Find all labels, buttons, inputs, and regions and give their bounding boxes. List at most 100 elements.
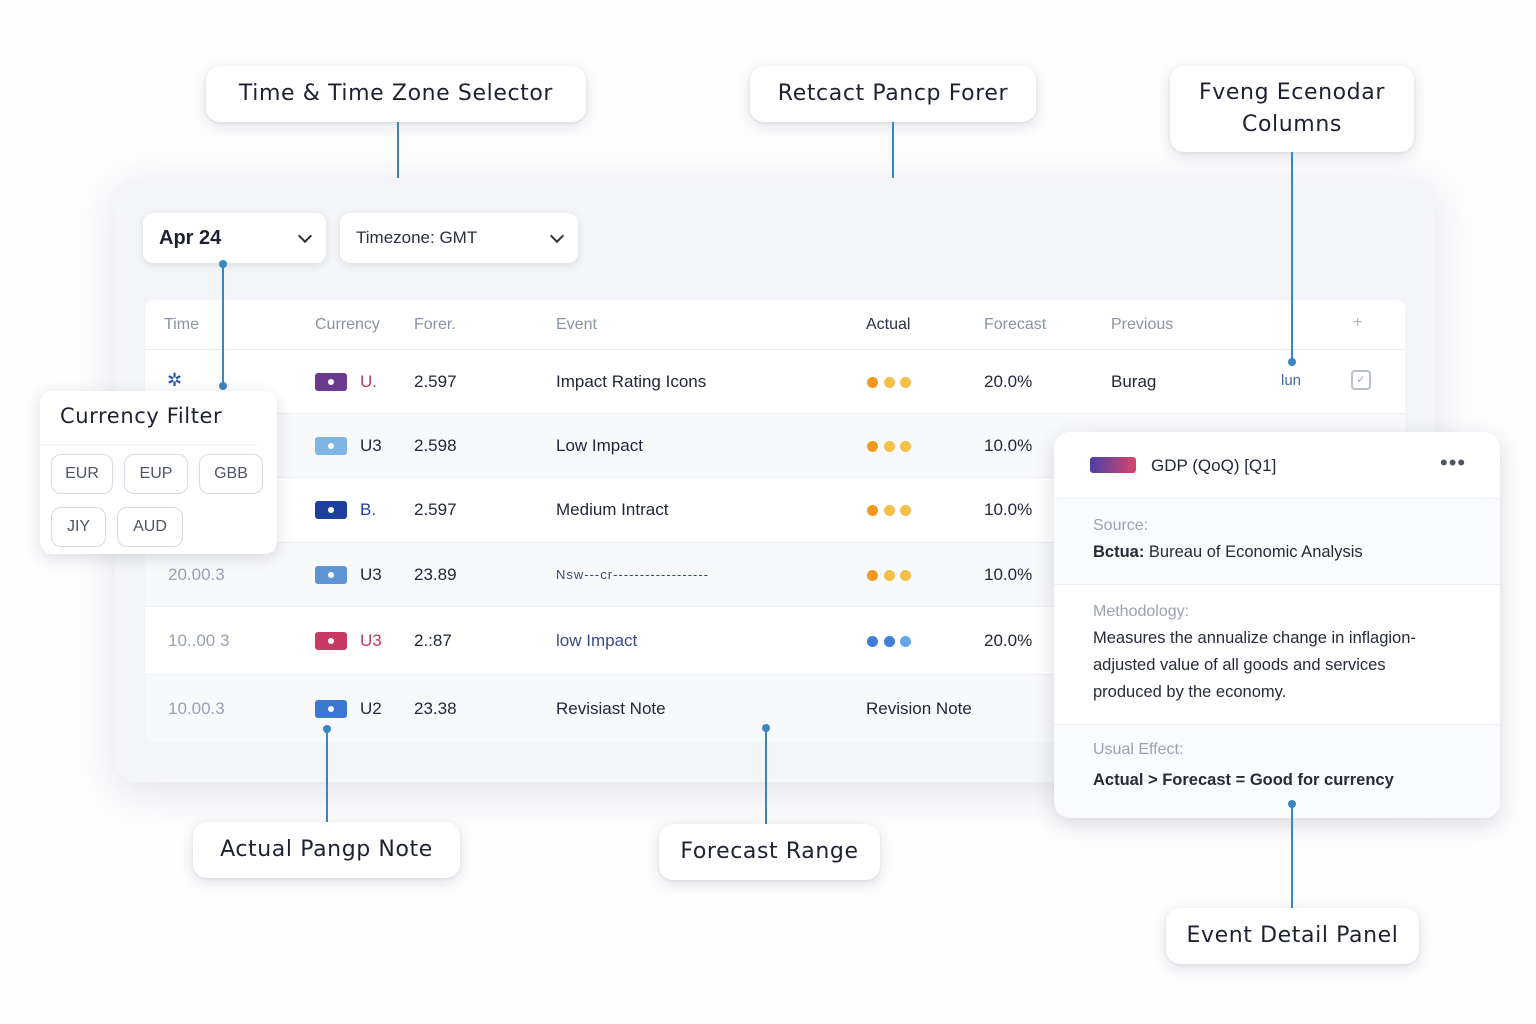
connector-line: [222, 264, 224, 386]
impact-dot: [900, 441, 911, 452]
connector-line: [765, 728, 767, 826]
methodology-label: Methodology:: [1093, 603, 1190, 620]
detail-methodology-section: Methodology: Measures the annualize chan…: [1054, 584, 1500, 724]
currency-chip-aud[interactable]: AUD: [117, 507, 183, 547]
forecast-cell: 10.0%: [984, 565, 1033, 584]
table-header: Time Currency Forer. Event Actual Foreca…: [145, 300, 1405, 350]
currency-filter-panel: Currency Filter EUR EUP GBB JIY AUD: [40, 391, 277, 554]
event-name[interactable]: Medium Intract: [556, 500, 669, 519]
event-detail-panel: GDP (QoQ) [Q1] ••• Source: Bctua: Bureau…: [1054, 432, 1500, 818]
impact-dot: [900, 636, 911, 647]
currency-chip-eur[interactable]: EUR: [51, 454, 113, 494]
impact-dot: [884, 441, 895, 452]
currency-chip-gbb[interactable]: GBB: [199, 454, 263, 494]
methodology-line: Measures the annualize change in inflagi…: [1093, 629, 1416, 647]
callout-actual-pangp-note: Actual Pangp Note: [193, 822, 460, 878]
impact-dot: [900, 505, 911, 516]
impact-dot: [884, 377, 895, 388]
connector-line: [1291, 804, 1293, 910]
impact-dot: [884, 570, 895, 581]
impact-dot: [900, 377, 911, 388]
header-forecast[interactable]: Forecast: [984, 316, 1047, 333]
time-cell: 10..00 3: [168, 631, 230, 650]
date-selector[interactable]: Apr 24: [143, 213, 326, 263]
currency-code: U.: [360, 372, 377, 391]
currency-chip-eup[interactable]: EUP: [124, 454, 188, 494]
impact-dot: [884, 505, 895, 516]
header-currency[interactable]: Currency: [315, 316, 380, 333]
currency-chip-jiy[interactable]: JIY: [51, 507, 106, 547]
connector-line: [326, 729, 328, 824]
header-previous[interactable]: Previous: [1111, 316, 1174, 333]
usual-effect-value: Actual > Forecast = Good for currency: [1093, 771, 1394, 789]
detail-usual-effect-section: Usual Effect: Actual > Forecast = Good f…: [1054, 724, 1500, 818]
timezone-selector-value: Timezone: GMT: [356, 228, 478, 247]
event-name[interactable]: Low Impact: [556, 436, 643, 455]
methodology-line: produced by the economy.: [1093, 683, 1287, 701]
detail-source-section: Source: Bctua: Bureau of Economic Analys…: [1054, 498, 1500, 584]
extra-cell: lun: [1281, 372, 1302, 389]
usual-effect-label: Usual Effect:: [1093, 741, 1184, 758]
impact-dot: [867, 570, 878, 581]
currency-filter-title: Currency Filter: [60, 404, 223, 428]
value-cell: 2.:87: [414, 631, 452, 650]
impact-dot: [884, 636, 895, 647]
callout-forecast-range: Forecast Range: [659, 824, 880, 880]
event-name[interactable]: Impact Rating Icons: [556, 372, 707, 391]
connector-dot: [219, 382, 227, 390]
forecast-cell: 10.0%: [984, 436, 1033, 455]
currency-code: B.: [360, 500, 377, 519]
table-row[interactable]: 10..00 3 U3 2.:87 low Impact 20.0%: [145, 607, 1405, 675]
forecast-cell: 10.0%: [984, 500, 1033, 519]
callout-line: Fveng Ecenodar: [1199, 80, 1385, 105]
impact-dot: [867, 505, 878, 516]
value-cell: 23.38: [414, 699, 457, 718]
time-cell: 10.00.3: [168, 699, 225, 718]
currency-flag-icon: [315, 373, 347, 391]
impact-dot: [900, 570, 911, 581]
add-column-icon[interactable]: +: [1353, 314, 1363, 331]
currency-flag-icon: [315, 437, 347, 455]
time-cell: 20.00.3: [168, 565, 225, 584]
chevron-down-icon: [297, 228, 313, 243]
source-value: Bctua: Bureau of Economic Analysis: [1093, 539, 1363, 566]
currency-code: U3: [360, 565, 382, 584]
previous-cell: Burag: [1111, 372, 1157, 391]
value-cell: 2.598: [414, 436, 457, 455]
detail-title: GDP (QoQ) [Q1]: [1151, 456, 1277, 475]
connector-dot: [1288, 358, 1296, 366]
timezone-selector[interactable]: Timezone: GMT: [340, 213, 578, 263]
callout-retcact-pancp-forer: Retcact Pancp Forer: [750, 66, 1036, 122]
callout-event-detail-panel: Event Detail Panel: [1166, 908, 1419, 964]
currency-code: U3: [360, 436, 382, 455]
event-name[interactable]: Nsw---cr------------------: [556, 567, 710, 582]
forecast-cell: 20.0%: [984, 372, 1033, 391]
calendar-check-icon[interactable]: ✓: [1351, 370, 1371, 390]
settings-icon[interactable]: ✲: [167, 370, 183, 390]
table-row[interactable]: B. 2.597 Medium Intract 10.0%: [145, 478, 1405, 543]
date-selector-value: Apr 24: [159, 226, 222, 249]
impact-dot: [867, 441, 878, 452]
header-forer[interactable]: Forer.: [414, 316, 456, 333]
currency-flag-icon: [315, 700, 347, 718]
header-time[interactable]: Time: [164, 316, 199, 333]
value-cell: 2.597: [414, 372, 457, 391]
source-text: Bureau of Economic Analysis: [1144, 543, 1363, 561]
header-event[interactable]: Event: [556, 316, 597, 333]
currency-code: U3: [360, 631, 382, 650]
value-cell: 2.597: [414, 500, 457, 519]
callout-line: Columns: [1242, 112, 1342, 137]
table-row[interactable]: ✲ U. 2.597 Impact Rating Icons 20.0% Bur…: [145, 350, 1405, 414]
more-options-icon[interactable]: •••: [1440, 450, 1467, 475]
chevron-down-icon: [549, 228, 565, 243]
event-name[interactable]: low Impact: [556, 631, 638, 650]
event-name[interactable]: Revisiast Note: [556, 699, 666, 718]
methodology-line: adjusted value of all goods and services: [1093, 656, 1386, 674]
impact-dot: [867, 377, 878, 388]
currency-flag-icon: [1090, 457, 1136, 473]
divider: [40, 444, 258, 445]
value-cell: 23.89: [414, 565, 457, 584]
connector-line: [1291, 152, 1293, 362]
forecast-cell: 20.0%: [984, 631, 1033, 650]
header-actual[interactable]: Actual: [866, 316, 911, 333]
